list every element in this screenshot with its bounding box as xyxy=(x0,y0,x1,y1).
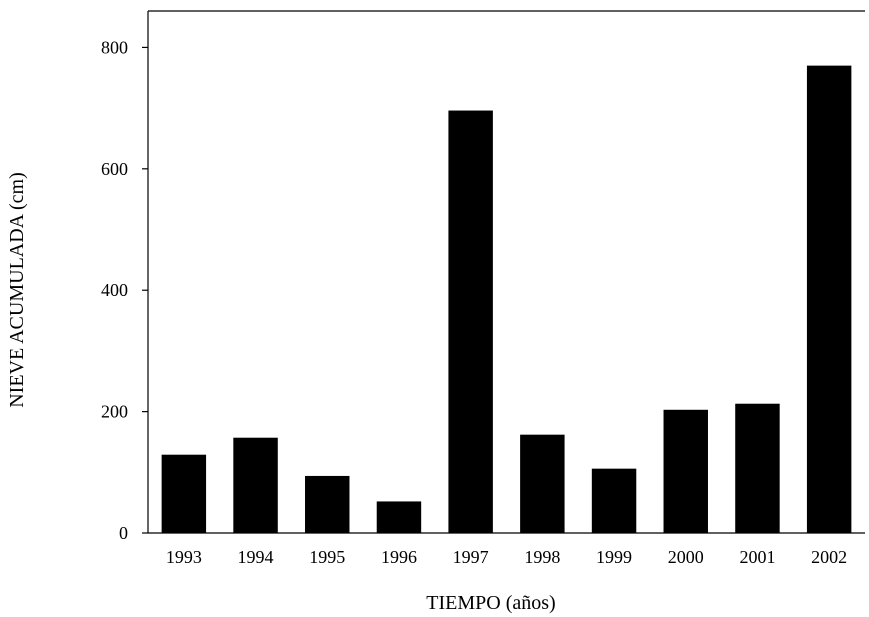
bar-1999 xyxy=(591,468,637,533)
y-tick-label: 0 xyxy=(119,523,128,543)
bar-2002 xyxy=(806,65,852,534)
bar-2001 xyxy=(735,403,780,533)
bar-1997 xyxy=(448,110,493,533)
bar-1993 xyxy=(161,454,207,533)
y-axis-title: NIEVE ACUMULADA (cm) xyxy=(6,172,28,408)
bar-1994 xyxy=(233,437,278,533)
x-tick-label: 1998 xyxy=(524,547,560,567)
x-tick-label: 1997 xyxy=(453,547,489,567)
x-ticks: 1993 1994 1995 1996 1997 1998 1999 2000 2001 2002 xyxy=(166,547,847,567)
x-tick-label: 1994 xyxy=(238,547,274,567)
x-tick-label: 1999 xyxy=(596,547,632,567)
y-tick-label: 200 xyxy=(101,402,128,422)
y-tick-label: 800 xyxy=(101,37,128,57)
y-tick-label: 600 xyxy=(101,159,128,179)
bar-2000 xyxy=(663,409,708,533)
x-tick-label: 2001 xyxy=(739,547,775,567)
bars xyxy=(161,65,852,534)
y-ticks: 0 200 400 600 800 xyxy=(101,37,148,543)
x-tick-label: 1993 xyxy=(166,547,202,567)
x-tick-label: 1996 xyxy=(381,547,417,567)
x-tick-label: 2002 xyxy=(811,547,847,567)
x-axis-title: TIEMPO (años) xyxy=(426,592,555,614)
bar-1995 xyxy=(305,475,350,533)
bar-1998 xyxy=(520,434,565,533)
bar-1996 xyxy=(376,501,422,533)
x-tick-label: 2000 xyxy=(668,547,704,567)
x-tick-label: 1995 xyxy=(309,547,345,567)
y-tick-label: 400 xyxy=(101,280,128,300)
